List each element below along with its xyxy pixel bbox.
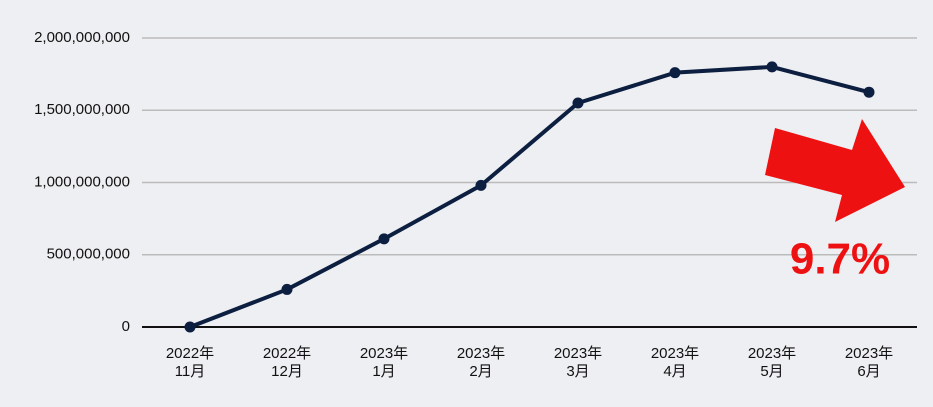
annotation: 9.7%: [790, 235, 890, 284]
x-tick-label-line: 6月: [857, 363, 880, 380]
x-tick-label-line: 2023年: [845, 345, 893, 362]
y-tick-label: 1,500,000,000: [34, 101, 130, 118]
x-tick-label-line: 2022年: [166, 345, 214, 362]
x-tick-label-line: 5月: [760, 363, 783, 380]
point: [184, 321, 196, 333]
x-tick-label-line: 3月: [566, 363, 589, 380]
x-tick-label: 2023年 4月: [651, 345, 699, 380]
y-tick-label: 500,000,000: [47, 246, 130, 263]
x-tick-label: 2022年 11月: [166, 345, 214, 380]
x-tick-label: 2023年 6月: [845, 345, 893, 380]
x-tick-label: 2022年 12月: [263, 345, 311, 380]
down-arrow: [765, 119, 905, 222]
point: [669, 67, 681, 79]
x-tick-label: 2023年 2月: [457, 345, 505, 380]
line: [189, 64, 870, 329]
x-tick-label-line: 2023年: [651, 345, 699, 362]
x-tick-label-line: 2023年: [360, 345, 408, 362]
point: [766, 61, 778, 73]
x-tick-label: 2023年 5月: [748, 345, 796, 380]
point: [475, 179, 487, 191]
x-tick-label-line: 2023年: [748, 345, 796, 362]
x-tick-label-line: 2月: [469, 363, 492, 380]
y-tick-label: 0: [122, 318, 130, 335]
x-tick-label-line: 2022年: [263, 345, 311, 362]
y-tick-label: 2,000,000,000: [34, 29, 130, 46]
x-tick-label-line: 12月: [271, 363, 303, 380]
x-tick-label-line: 1月: [372, 363, 395, 380]
x-tick-label-line: 2023年: [554, 345, 602, 362]
x-tick-label-line: 11月: [175, 363, 206, 380]
x-tick-label-line: 2023年: [457, 345, 505, 362]
x-tick-label-line: 4月: [663, 363, 686, 380]
point: [863, 86, 875, 98]
x-tick-label: 2023年 3月: [554, 345, 602, 380]
point: [281, 283, 293, 295]
point: [378, 233, 390, 245]
y-tick-label: 1,000,000,000: [34, 173, 130, 190]
x-tick-label: 2023年 1月: [360, 345, 408, 380]
point: [572, 97, 584, 109]
